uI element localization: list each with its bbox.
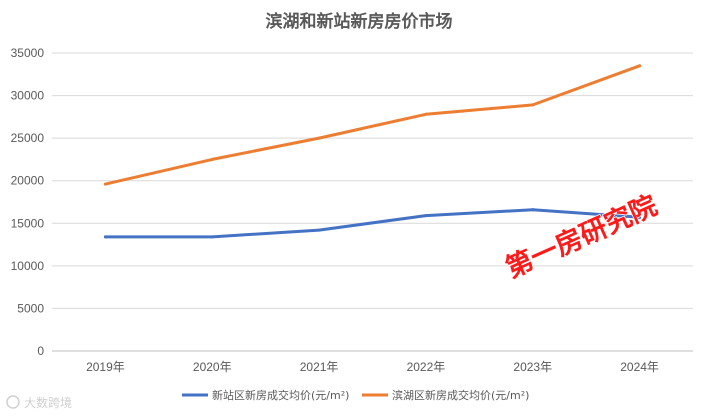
corner-mark-text: 大数跨境 [24, 395, 72, 410]
series-lines [103, 64, 642, 239]
y-tick-label: 25000 [11, 131, 45, 145]
data-point [531, 208, 535, 212]
data-point [103, 235, 107, 239]
gridlines [52, 52, 693, 352]
x-axis-ticks: 2019年 2020年 2021年 2022年 2023年 2024年 [86, 360, 659, 374]
data-point [424, 112, 428, 116]
data-point [210, 235, 214, 239]
series-line [103, 208, 642, 239]
x-tick-label: 2020年 [193, 360, 232, 374]
y-tick-label: 35000 [11, 46, 45, 60]
legend-label: 新站区新房成交均价(元/m²) [212, 388, 349, 402]
y-tick-label: 10000 [11, 259, 45, 273]
y-tick-label: 20000 [11, 174, 45, 188]
data-point [424, 214, 428, 218]
y-tick-label: 5000 [17, 301, 44, 315]
data-point [317, 228, 321, 232]
y-tick-label: 30000 [11, 89, 45, 103]
x-tick-label: 2019年 [86, 360, 125, 374]
corner-logo-icon [6, 395, 20, 409]
data-point [210, 157, 214, 161]
chart-title: 滨湖和新站新房房价市场 [266, 11, 453, 32]
y-tick-label: 15000 [11, 216, 45, 230]
data-point [317, 136, 321, 140]
x-tick-label: 2021年 [300, 360, 339, 374]
data-point [638, 215, 642, 219]
data-point [103, 182, 107, 186]
data-point [638, 64, 642, 68]
legend: 新站区新房成交均价(元/m²) 滨湖区新房成交均价(元/m²) [182, 388, 529, 402]
corner-mark: 大数跨境 [6, 395, 72, 410]
y-tick-label: 0 [37, 344, 44, 358]
x-tick-label: 2022年 [407, 360, 446, 374]
x-tick-label: 2023年 [513, 360, 552, 374]
series-line [103, 64, 642, 186]
watermark-stamp: 第一房研究院 [501, 189, 662, 284]
legend-label: 滨湖区新房成交均价(元/m²) [392, 388, 529, 402]
data-point [531, 103, 535, 107]
x-tick-label: 2024年 [620, 360, 659, 374]
y-axis-ticks: 0 5000 10000 15000 20000 25000 30000 35000 [11, 46, 45, 358]
